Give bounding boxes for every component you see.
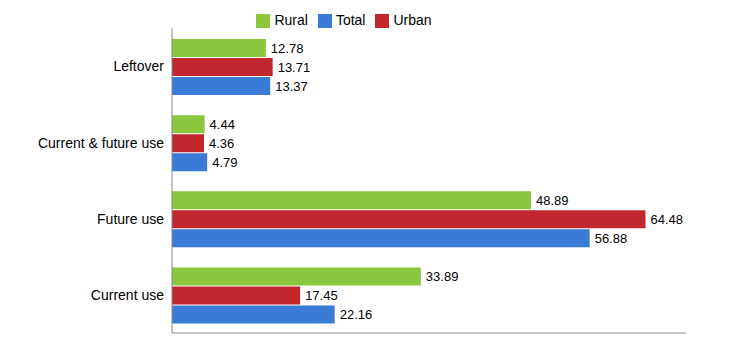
svg-text:13.71: 13.71 [278,60,311,75]
html-text:Total: Total [335,12,366,28]
svg-text:4.44: 4.44 [210,117,235,132]
svg-text:4.36: 4.36 [209,136,234,151]
svg-text:56.88: 56.88 [595,231,628,246]
svg-text:22.16: 22.16 [340,307,373,322]
svg-text:4.79: 4.79 [212,155,237,170]
svg-text:Current use: Current use [91,287,164,303]
svg-text:Current & future use: Current & future use [38,135,164,151]
svg-text:17.45: 17.45 [305,288,338,303]
html-text:Rural: Rural [274,12,308,28]
svg-text:64.48: 64.48 [650,212,683,227]
svg-text:12.78: 12.78 [271,41,304,56]
svg-text:Future use: Future use [97,211,164,227]
svg-text:Leftover: Leftover [113,58,164,74]
svg-text:33.89: 33.89 [426,269,459,284]
html-text:Urban: Urban [393,12,432,28]
svg-text:13.37: 13.37 [275,79,308,94]
svg-text:48.89: 48.89 [536,193,569,208]
